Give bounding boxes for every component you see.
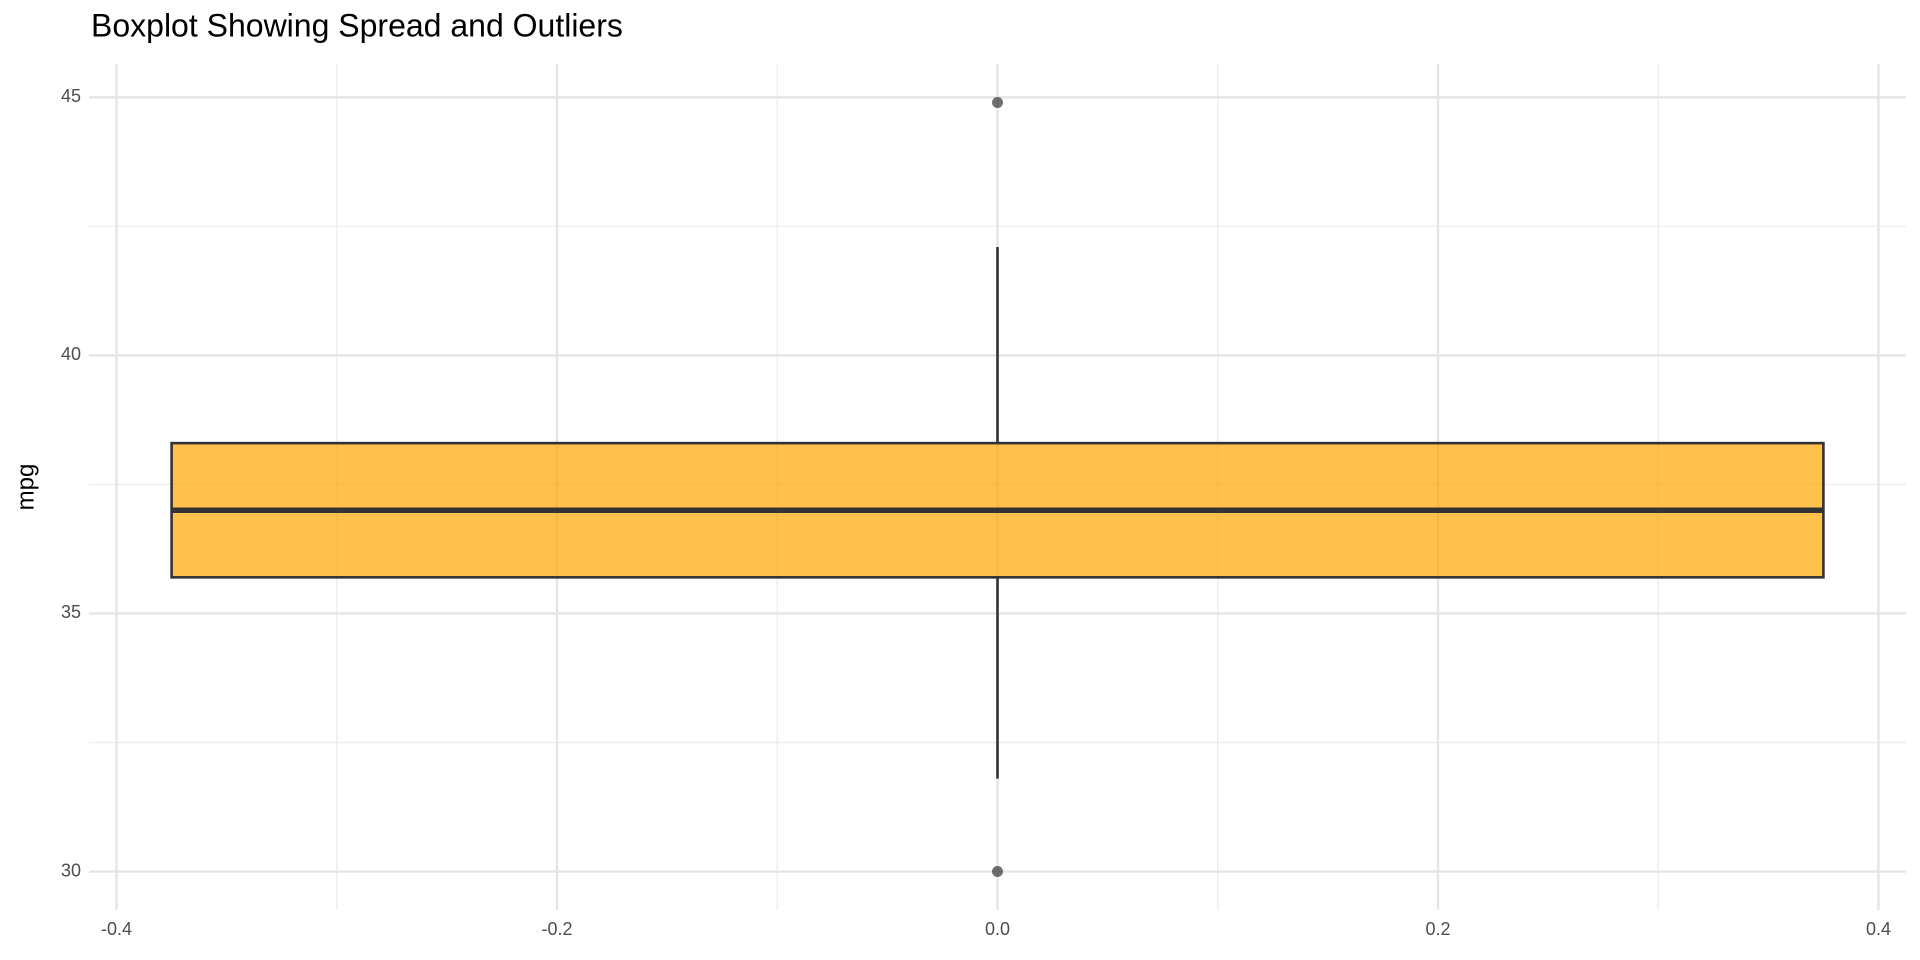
x-tick-label: 0.4: [1866, 919, 1891, 939]
y-tick-label: 35: [61, 602, 81, 622]
y-axis-label: mpg: [12, 464, 39, 511]
y-tick-label: 40: [61, 344, 81, 364]
chart-title: Boxplot Showing Spread and Outliers: [91, 7, 623, 43]
x-tick-label: 0.0: [985, 919, 1010, 939]
x-tick-label: -0.2: [541, 919, 572, 939]
y-tick-label: 30: [61, 860, 81, 880]
x-tick-label: 0.2: [1425, 919, 1450, 939]
outlier: [992, 96, 1003, 108]
outlier: [992, 866, 1003, 878]
y-tick-label: 45: [61, 86, 81, 106]
x-tick-label: -0.4: [101, 919, 132, 939]
